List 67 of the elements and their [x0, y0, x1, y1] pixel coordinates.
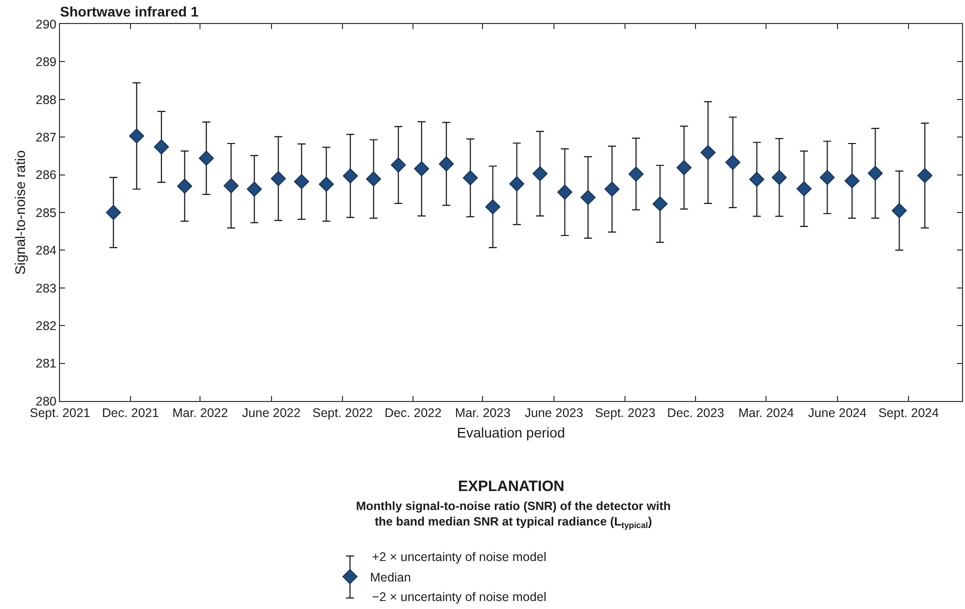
point [652, 196, 668, 212]
y-tick-label: 283 [36, 281, 57, 296]
point [700, 145, 716, 160]
point [604, 182, 620, 197]
point [868, 166, 883, 181]
x-tick-label: Sept. 2024 [878, 406, 939, 420]
point [772, 170, 787, 185]
text: −2 × uncertainty of noise model [372, 590, 546, 604]
point [628, 166, 644, 182]
x-tick-label: June 2023 [524, 406, 584, 420]
y-tick-label: 290 [36, 17, 57, 32]
x-tick-label: June 2024 [808, 406, 867, 420]
x-axis-title: Evaluation period [456, 424, 566, 440]
y-tick-label: 289 [36, 55, 57, 70]
point [414, 161, 430, 176]
point [676, 160, 692, 176]
point [844, 173, 860, 188]
legend-title: Monthly signal-to-noise ratio (SNR) of the detector with the band median SNR at typical radiance (L$_{typical}$) [356, 499, 671, 530]
point [557, 184, 572, 200]
y-tick-label: 286 [36, 168, 57, 182]
point [198, 150, 214, 166]
x-tick-label: Dec. 2021 [102, 406, 159, 420]
point [294, 174, 310, 190]
x-tick-label: June 2022 [242, 406, 301, 420]
x-tick-label: Sept. 2021 [30, 406, 90, 420]
point [509, 176, 524, 192]
point [532, 166, 548, 182]
point [318, 176, 334, 192]
x-tick-label: Mar. 2023 [454, 406, 511, 420]
point [129, 128, 144, 144]
point [485, 199, 500, 214]
point [796, 181, 812, 196]
text: +2 × uncertainty of noise model [372, 550, 546, 564]
point [390, 157, 406, 173]
point [438, 156, 454, 172]
point [342, 168, 358, 184]
point [106, 204, 121, 220]
point [820, 170, 835, 185]
y-tick-label: 284 [36, 244, 57, 258]
x-tick-label: Dec. 2023 [667, 406, 724, 420]
x-tick-label: Sept. 2023 [594, 406, 656, 420]
y-axis-title: Signal-to-noise ratio [12, 150, 28, 275]
point [580, 190, 596, 205]
point [246, 182, 262, 197]
point [154, 139, 169, 154]
point [366, 171, 382, 186]
point [177, 178, 192, 194]
chart-title: Shortwave infrared 1 [60, 3, 199, 20]
x-tick-label: Mar. 2024 [738, 406, 794, 420]
y-tick-label: 288 [36, 92, 57, 107]
point [270, 171, 286, 186]
point [749, 172, 764, 187]
legend-label: Median [370, 570, 412, 584]
point [725, 154, 740, 170]
point [224, 178, 239, 194]
y-tick-label: 287 [36, 130, 57, 144]
y-tick-label: 281 [36, 356, 57, 371]
y-tick-label: 285 [36, 206, 57, 220]
x-tick-label: Sept. 2022 [312, 406, 373, 420]
y-tick-label: 282 [36, 318, 57, 333]
point [462, 170, 478, 186]
point [892, 203, 907, 218]
x-tick-label: Mar. 2022 [172, 406, 228, 420]
y-tick-label: 280 [36, 394, 57, 408]
point [917, 168, 932, 184]
text: EXPLANATION [458, 478, 564, 495]
x-tick-label: Dec. 2022 [384, 406, 442, 420]
